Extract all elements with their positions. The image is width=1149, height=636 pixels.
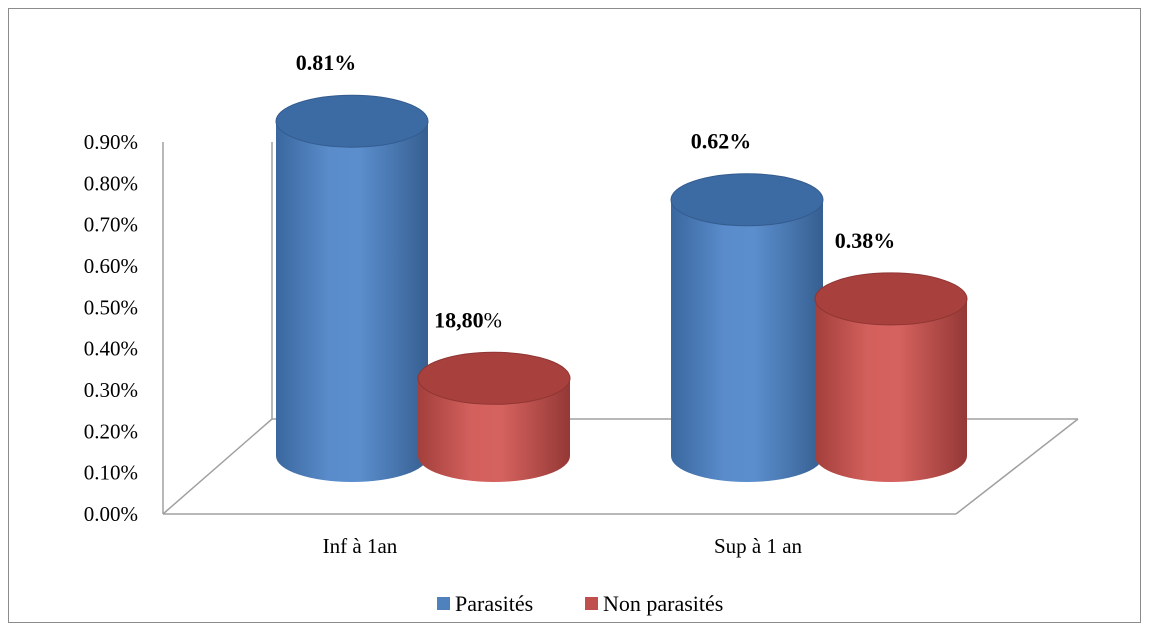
- category-labels: Inf à 1an Sup à 1 an: [323, 534, 803, 558]
- bar-parasites-2: [670, 173, 824, 482]
- floor-right-edge: [955, 418, 1079, 515]
- y-axis-ticks: 0.00% 0.10% 0.20% 0.30% 0.40% 0.50% 0.60% 0.70%…: [84, 130, 138, 526]
- legend-label: Non parasités: [603, 591, 723, 616]
- data-labels: 0.81% 18,80% 0.62% 0.38%: [296, 50, 896, 332]
- bar-top: [814, 272, 968, 326]
- y-tick-label: 0.80%: [84, 171, 138, 195]
- bars: [275, 94, 968, 482]
- y-tick-label: 0.20%: [84, 419, 138, 443]
- legend-item: Parasités: [437, 591, 533, 616]
- legend: Parasités Non parasités: [437, 591, 723, 616]
- bar-non-parasites-1: [417, 351, 571, 482]
- bar-top: [417, 351, 571, 405]
- legend-item: Non parasités: [585, 591, 723, 616]
- y-tick-label: 0.00%: [84, 502, 138, 526]
- bar-body: [418, 378, 570, 482]
- bar-body: [276, 121, 428, 482]
- y-tick-label: 0.10%: [84, 461, 138, 485]
- data-label: 0.81%: [296, 50, 357, 75]
- bar-parasites-1: [275, 94, 429, 482]
- data-label: 0.62%: [691, 129, 752, 154]
- y-tick-label: 0.30%: [84, 378, 138, 402]
- data-label: 0.38%: [835, 228, 896, 253]
- legend-swatch: [585, 597, 598, 610]
- y-tick-label: 0.90%: [84, 130, 138, 154]
- bar-body: [671, 199, 823, 482]
- data-label: 18,80%: [434, 307, 502, 332]
- floor-left-edge: [162, 418, 273, 515]
- x-category-label: Sup à 1 an: [714, 534, 803, 558]
- y-tick-label: 0.40%: [84, 337, 138, 361]
- x-category-label: Inf à 1an: [323, 534, 398, 558]
- y-tick-label: 0.70%: [84, 213, 138, 237]
- bar-top: [670, 173, 824, 227]
- bar-top: [275, 94, 429, 148]
- legend-label: Parasités: [455, 591, 533, 616]
- bar-non-parasites-2: [814, 272, 968, 482]
- y-tick-label: 0.60%: [84, 254, 138, 278]
- chart-border: [8, 8, 1141, 623]
- y-tick-label: 0.50%: [84, 295, 138, 319]
- bar-body: [815, 298, 967, 482]
- legend-swatch: [437, 597, 450, 610]
